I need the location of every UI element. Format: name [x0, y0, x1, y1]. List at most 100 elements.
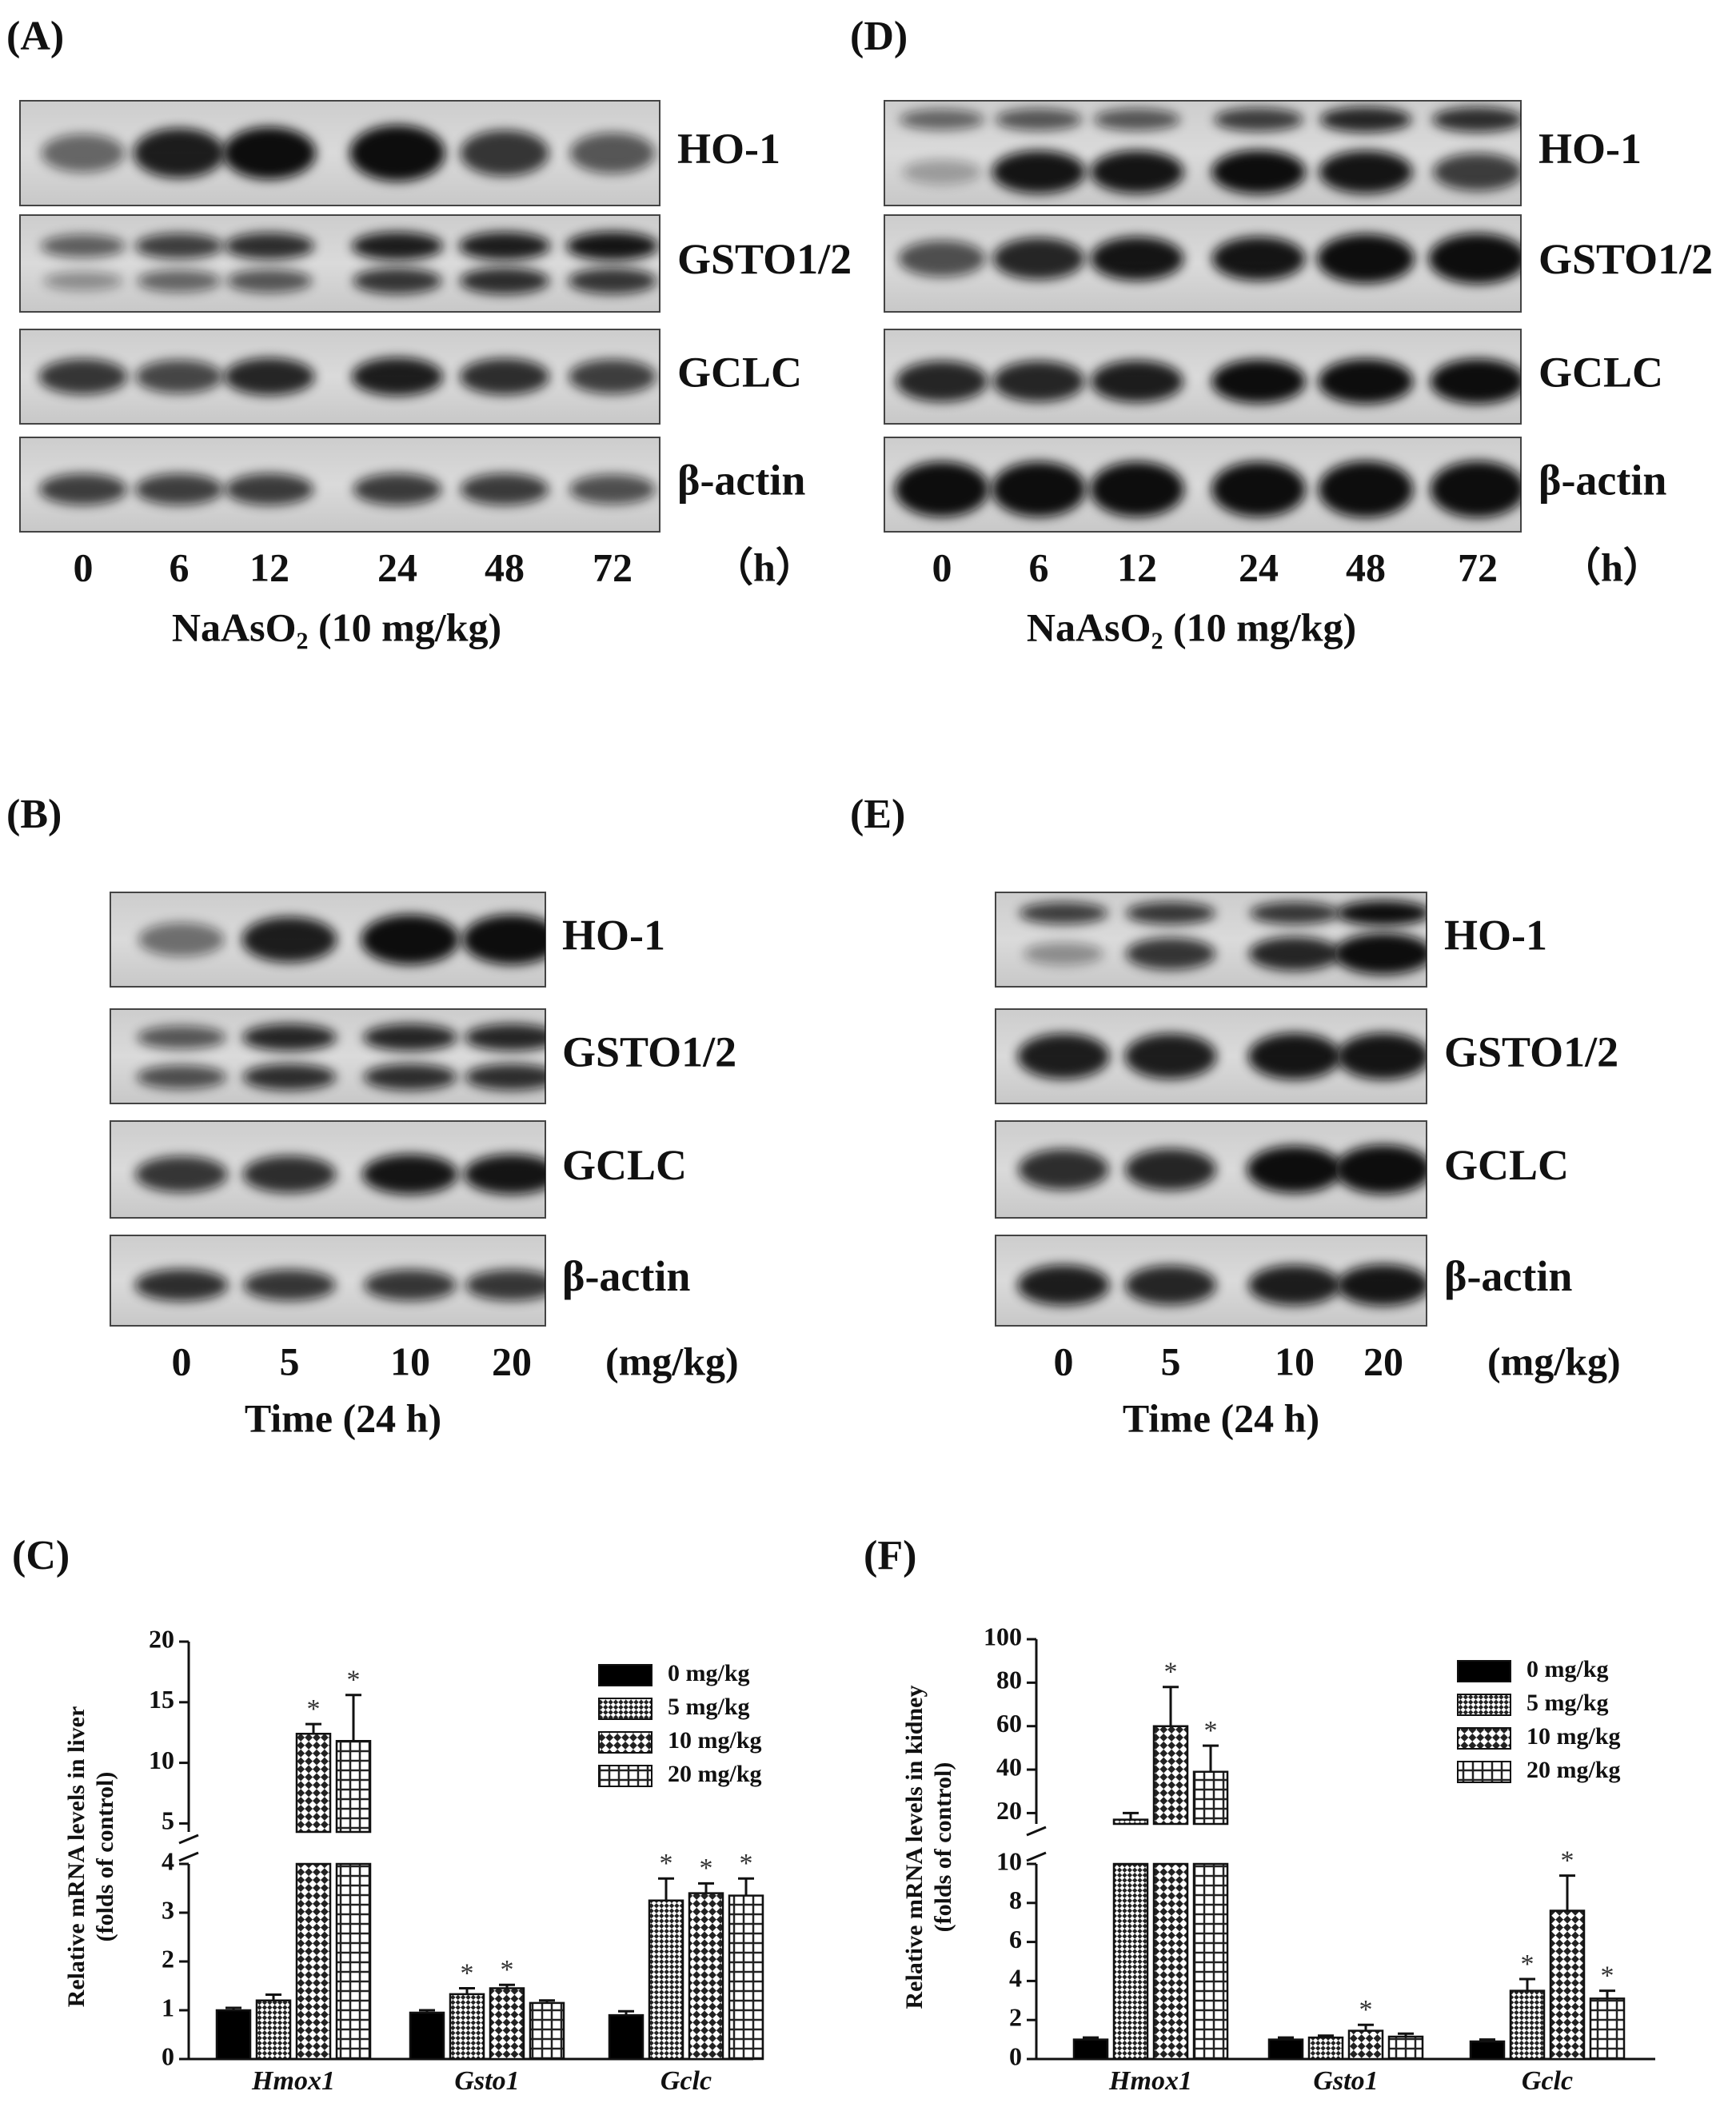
blot-band	[1090, 150, 1184, 194]
blot-membrane	[19, 100, 660, 206]
bar	[608, 2013, 645, 2061]
legend-label: 0 mg/kg	[668, 1660, 750, 1686]
blot-band	[992, 361, 1085, 402]
y-tick-label: 100	[984, 1622, 1022, 1650]
bar	[1589, 1997, 1626, 2061]
blot-band	[992, 150, 1086, 194]
x-tick-label: Gclc	[1522, 2066, 1573, 2096]
blot-band	[134, 473, 224, 505]
blot-band	[1430, 358, 1521, 405]
blot-band	[361, 914, 460, 965]
blot-band	[242, 1063, 337, 1091]
blot-band	[569, 132, 656, 174]
significance-mark: *	[347, 1665, 361, 1694]
bar	[449, 1993, 485, 2061]
blot-membrane	[884, 214, 1522, 313]
y-tick-label: 5	[162, 1806, 174, 1835]
blot-band	[462, 914, 545, 965]
blot-band	[1091, 360, 1183, 403]
blot-band	[353, 267, 442, 294]
legend-label: 20 mg/kg	[668, 1761, 762, 1787]
blot-membrane	[884, 329, 1522, 425]
panel-label: (B)	[6, 792, 62, 837]
blot-band	[1318, 461, 1414, 518]
blot-band	[1248, 1264, 1341, 1306]
blot-band	[995, 108, 1083, 131]
lane-label: 6	[1029, 545, 1049, 589]
protein-label: β-actin	[1538, 456, 1666, 504]
blot-band	[225, 473, 314, 505]
blot-band	[43, 271, 123, 291]
blot-band	[1430, 461, 1521, 518]
blot-bands	[136, 1024, 545, 1091]
blot-band	[41, 134, 126, 173]
protein-label: β-actin	[677, 456, 805, 504]
blot-caption: NaAsO₂ (10 mg/kg)	[172, 605, 501, 649]
lane-label: 72	[593, 545, 633, 589]
blot-band	[135, 359, 223, 394]
blot-band	[1432, 106, 1521, 133]
bar	[1152, 1725, 1189, 2061]
error-bar	[738, 1877, 754, 1896]
y-tick-label: 8	[1009, 1886, 1022, 1914]
blot-bands	[138, 914, 545, 965]
bar	[1509, 1989, 1546, 2061]
blot-band	[1124, 1265, 1217, 1305]
y-tick-label: 0	[1009, 2041, 1022, 2070]
protein-label: GSTO1/2	[1444, 1028, 1618, 1075]
lane-label: 12	[249, 545, 289, 589]
blot-band	[1211, 236, 1306, 281]
lane-label: 10	[1275, 1339, 1315, 1383]
blot-band	[351, 232, 444, 261]
x-tick-label: Hmox1	[1108, 2066, 1192, 2096]
lane-label: 20	[492, 1339, 532, 1383]
lane-unit: (mg/kg)	[605, 1339, 739, 1383]
bar	[1307, 2036, 1344, 2061]
y-tick-label: 2	[162, 1944, 174, 1973]
lane-label: 48	[485, 545, 525, 589]
legend-label: 5 mg/kg	[1526, 1690, 1609, 1716]
significance-mark: *	[1521, 1949, 1534, 1979]
significance-mark: *	[1204, 1716, 1218, 1746]
blot-band	[1126, 901, 1215, 925]
blot-band	[41, 234, 126, 258]
y-axis-label: Relative mRNA levels in liver	[63, 1706, 90, 2008]
blot-band	[566, 231, 659, 261]
bar	[1192, 1770, 1229, 2061]
blot-band	[1093, 108, 1181, 131]
legend-label: 10 mg/kg	[1526, 1723, 1621, 1750]
blot-band	[1336, 900, 1427, 926]
significance-mark: *	[660, 1849, 673, 1878]
blot-bands	[1019, 900, 1427, 975]
blot-band	[463, 1154, 545, 1195]
blot-band	[1124, 1148, 1217, 1191]
blot-band	[224, 232, 315, 260]
blot-band	[1319, 150, 1413, 194]
blot-band	[898, 240, 986, 277]
protein-label: HO-1	[1538, 125, 1642, 173]
blot-band	[138, 922, 225, 957]
blot-band	[38, 358, 128, 395]
y-tick-label: 2	[1009, 2003, 1022, 2032]
legend-label: 20 mg/kg	[1526, 1757, 1621, 1783]
legend-swatch	[598, 1731, 652, 1754]
blot-band	[992, 461, 1086, 517]
blot-band	[137, 1025, 226, 1049]
blot-band	[1336, 1032, 1427, 1080]
legend-label: 5 mg/kg	[668, 1694, 750, 1720]
blot-band	[242, 1155, 337, 1193]
y-tick-label: 1	[162, 1993, 174, 2021]
blot-bands	[1017, 1264, 1427, 1307]
blot-band	[363, 1063, 457, 1091]
blot-caption: Time (24 h)	[1123, 1395, 1319, 1440]
blot-band	[459, 358, 550, 395]
lane-label: 0	[1054, 1339, 1074, 1383]
lane-label: 5	[1161, 1339, 1181, 1383]
blot-band	[895, 461, 989, 517]
y-axis-label-note: (folds of control)	[92, 1772, 118, 1942]
blot-band	[226, 269, 313, 293]
significance-mark: *	[1164, 1658, 1178, 1687]
blot-band	[465, 1269, 545, 1301]
